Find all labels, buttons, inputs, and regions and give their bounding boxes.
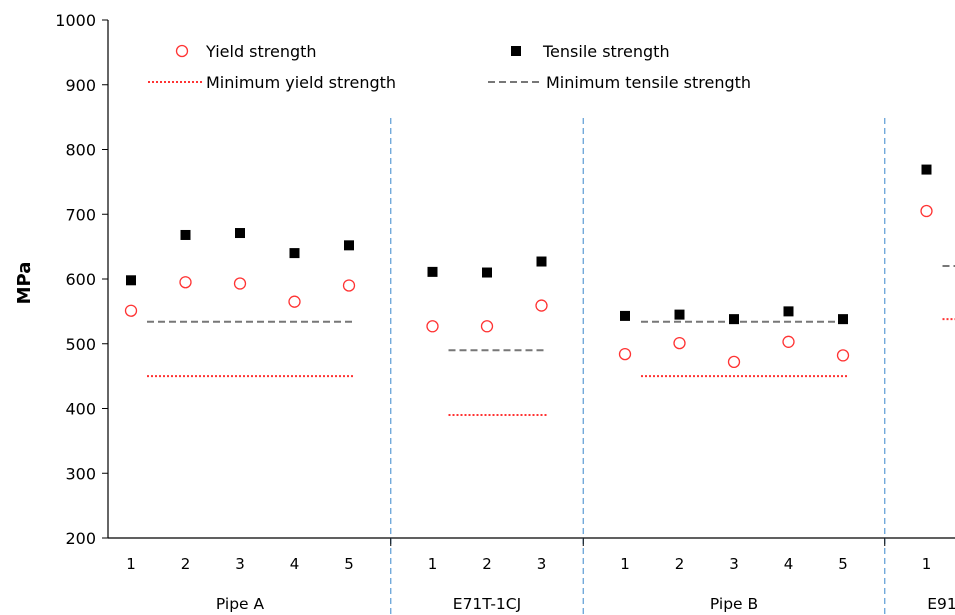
y-tick-label: 400 [65,400,96,419]
yield-strength-point [288,295,301,308]
x-tick-label: 1 [922,555,932,573]
yield-strength-point [124,304,138,317]
legend-tensile-label: Tensile strength [542,42,670,61]
tensile-strength-point [235,228,245,239]
legend-yield-marker [175,44,189,58]
group-separators [390,118,886,615]
y-tick-label: 500 [65,335,96,354]
tensile-strength-point [838,314,848,325]
x-tick-label: 2 [482,555,492,573]
yield-strength-point [179,276,192,289]
x-tick-label: 2 [675,555,685,573]
legend-min-tensile-label: Minimum tensile strength [546,73,751,92]
yield-strength-point [920,204,933,218]
yield-strength-point [673,336,686,350]
legend-yield-label: Yield strength [205,42,317,61]
x-tick-label: 3 [729,555,739,573]
x-tick-label: 5 [838,555,848,573]
yield-strength-point [618,347,632,361]
y-axis-title: MPa [14,262,35,305]
tensile-strength-point [536,256,547,267]
y-tick-label: 900 [65,76,96,95]
y-tick-label: 1000 [55,11,96,30]
x-tick-label: 3 [537,555,547,573]
yield-strength-point [480,320,494,333]
yield-strength-point [426,320,439,333]
legend-min-yield-label: Minimum yield strength [206,73,396,92]
legend: Yield strength Tensile strength Minimum yi… [148,42,751,92]
group-label: Pipe A [216,595,265,613]
tensile-strength-point [482,267,492,278]
x-tick-label: 2 [181,555,191,573]
x-tick-label: 4 [784,555,794,573]
yield-strength-point [782,335,795,348]
group-label: Pipe B [710,595,758,613]
x-tick-label: 3 [235,555,245,573]
yield-strength-point [535,299,548,312]
tensile-strength-point [180,229,191,240]
reference-lines [147,265,955,416]
data-points [124,164,933,369]
yield-strength-point [342,279,356,292]
tensile-strength-point [427,266,438,277]
y-tick-label: 300 [65,464,96,483]
x-tick-label: 5 [344,555,354,573]
axes: 200 300 400 500 600 700 800 900 1000 [55,11,955,548]
tensile-strength-point [289,248,300,259]
x-tick-label: 1 [620,555,630,573]
legend-tensile-marker [511,46,521,56]
tensile-strength-point [126,275,136,286]
x-tick-label: 1 [126,555,136,573]
y-tick-label: 600 [65,270,96,289]
y-tick-label: 200 [65,529,96,548]
yield-strength-point [727,355,741,369]
tensile-strength-point [344,240,354,251]
yield-strength-point [233,277,247,290]
tensile-strength-point [729,314,739,325]
tensile-strength-point [921,164,932,175]
group-label: E91T1-GM-H4 [927,595,955,613]
tensile-strength-point [674,309,685,320]
yield-strength-point [836,349,850,362]
tensile-strength-point [783,306,794,317]
tensile-strength-point [620,310,630,321]
group-label: E71T-1CJ [453,595,521,613]
y-tick-label: 700 [65,205,96,224]
x-tick-label: 1 [428,555,438,573]
y-tick-label: 800 [65,141,96,160]
x-tick-label: 4 [290,555,300,573]
